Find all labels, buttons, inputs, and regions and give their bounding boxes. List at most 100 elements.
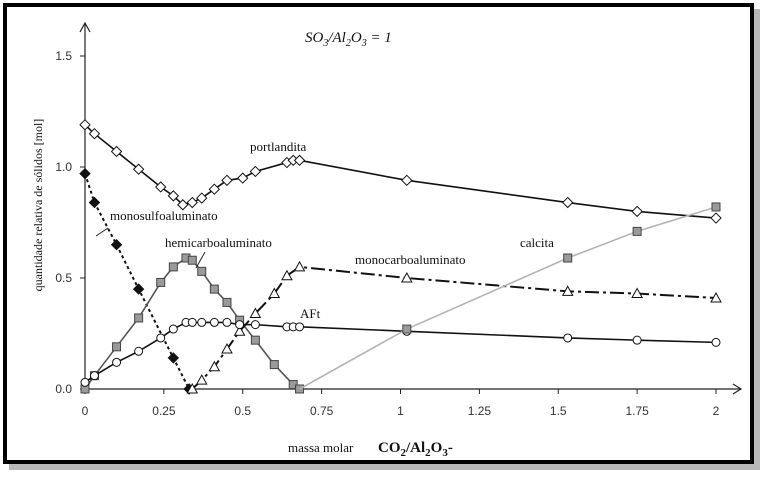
point-aft [156,333,166,343]
point-aft [632,335,642,345]
point-aft [112,357,122,367]
y-axis-arrow [79,21,91,33]
leader-hemicarboaluminato [195,251,206,269]
point-monosulfoaluminato [79,167,91,180]
point-hemicarboaluminato [250,335,260,345]
point-monocarboaluminato [400,271,413,283]
x-axis-label-prefix: massa molar [288,440,354,455]
point-portlandita [710,212,722,224]
point-calcita [402,324,412,334]
point-hemicarboaluminato [134,313,144,323]
leader-monosulfoaluminato [95,227,109,237]
series-label-portlandita: portlandita [250,139,307,154]
point-aft [134,346,144,356]
point-aft [295,322,305,332]
point-portlandita [562,196,574,209]
x-tick-label: 1 [397,404,404,418]
point-monocarboaluminato [268,287,281,299]
point-aft [711,337,721,347]
point-monosulfoaluminato [88,196,101,209]
point-portlandita [237,172,249,184]
point-hemicarboaluminato [156,277,166,287]
point-portlandita [79,119,91,131]
point-calcita [711,202,721,212]
point-aft [209,317,219,327]
point-monocarboaluminato [561,285,574,296]
x-tick-label: 2 [713,404,720,418]
series-label-monocarboaluminato: monocarboaluminato [355,252,465,267]
point-hemicarboaluminato [209,284,219,294]
x-axis-label: CO2/Al2O3- [378,440,453,459]
point-monocarboaluminato [281,269,293,281]
point-aft [235,320,245,330]
series-line-portlandita [84,124,717,219]
point-portlandita [88,127,101,140]
chart-title: SO3/Al2O3 = 1 [305,30,392,49]
x-axis-arrow [732,383,743,395]
point-portlandita [110,145,123,158]
x-tick-label: 1.75 [625,404,649,418]
x-tick-label: 0.25 [152,404,176,418]
point-monocarboaluminato [710,291,722,303]
point-aft [89,371,99,381]
point-monocarboaluminato [631,287,643,299]
x-tick-label: 0.5 [234,404,251,418]
point-monosulfoaluminato [132,283,145,295]
series-line-monocarboaluminato [191,265,717,390]
y-tick-label: 0.0 [55,382,72,396]
y-tick-label: 1.0 [55,160,72,174]
series-line-calcita [299,206,717,390]
point-aft [168,324,178,334]
point-portlandita [249,165,262,178]
x-tick-label: 0 [82,404,89,418]
point-portlandita [196,192,208,204]
point-portlandita [208,183,221,195]
point-monocarboaluminato [221,343,233,354]
point-portlandita [293,154,306,167]
series-label-hemicarboaluminato: hemicarboaluminato [165,235,272,250]
point-portlandita [132,163,145,175]
point-monocarboaluminato [249,307,262,319]
series-label-calcita: calcita [520,235,554,250]
point-hemicarboaluminato [269,360,279,370]
point-aft [563,333,573,343]
point-monocarboaluminato [195,374,208,385]
point-monocarboaluminato [208,360,221,372]
series-line-aft [84,321,717,383]
point-aft [197,317,207,327]
point-portlandita [167,190,180,202]
point-hemicarboaluminato [112,342,122,352]
point-hemicarboaluminato [187,255,197,265]
y-tick-label: 0.5 [55,271,72,285]
point-hemicarboaluminato [222,297,232,307]
series-line-monosulfoaluminato [84,173,191,390]
point-calcita [632,226,642,236]
point-monocarboaluminato [186,382,199,394]
point-aft [250,320,260,330]
point-portlandita [221,174,233,187]
point-aft [222,317,232,327]
chart-frame [3,3,754,464]
point-portlandita [631,205,643,218]
point-monosulfoaluminato [110,238,123,251]
point-hemicarboaluminato [197,266,207,276]
point-portlandita [401,174,413,187]
point-calcita [563,253,573,263]
point-portlandita [177,199,189,211]
point-monocarboaluminato [293,260,306,272]
y-axis-label: quantidade relativa de sólidos [mol] [31,119,45,292]
x-tick-label: 1.25 [468,404,492,418]
series-label-monosulfoaluminato: monosulfoaluminato [110,208,218,223]
x-tick-label: 1.5 [550,404,567,418]
point-monosulfoaluminato [167,352,180,364]
point-hemicarboaluminato [168,262,178,272]
point-aft [80,377,90,387]
point-aft [187,317,197,327]
point-monocarboaluminato [233,325,246,336]
x-tick-label: 0.75 [310,404,334,418]
series-label-aft: AFt [300,306,321,321]
y-tick-label: 1.5 [55,49,72,63]
point-portlandita [186,196,198,209]
point-portlandita [155,181,167,193]
